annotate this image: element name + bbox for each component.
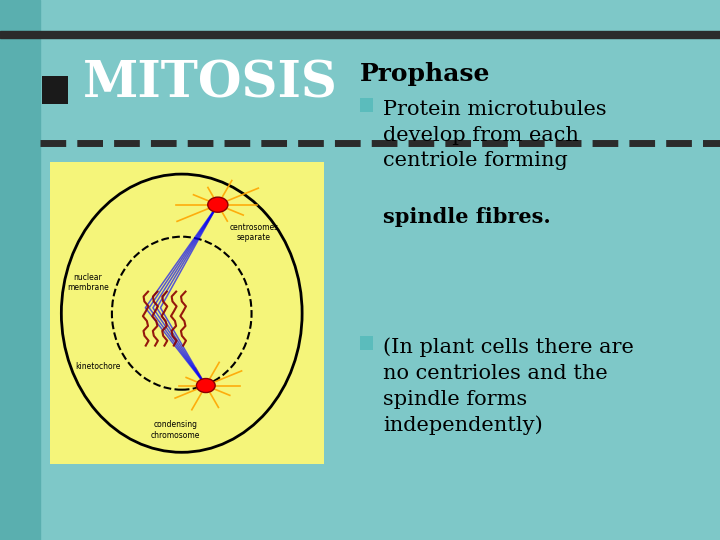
- Text: kinetochore: kinetochore: [75, 362, 120, 370]
- Text: Prophase: Prophase: [360, 62, 490, 86]
- Text: MITOSIS: MITOSIS: [83, 59, 338, 108]
- Bar: [42, 76, 68, 104]
- Bar: [0, 0, 40, 540]
- Text: nuclear
membrane: nuclear membrane: [67, 273, 109, 292]
- Bar: [360, 336, 373, 350]
- Text: condensing
chromosome: condensing chromosome: [151, 420, 200, 440]
- Circle shape: [208, 197, 228, 212]
- Bar: [50, 162, 324, 464]
- Bar: [0, 31, 720, 38]
- Text: Protein microtubules
develop from each
centriole forming: Protein microtubules develop from each c…: [383, 100, 607, 196]
- Text: centrosomes
separate: centrosomes separate: [230, 223, 279, 242]
- Text: (In plant cells there are
no centrioles and the
spindle forms
independently): (In plant cells there are no centrioles …: [383, 338, 634, 435]
- Circle shape: [197, 379, 215, 393]
- Text: spindle fibres.: spindle fibres.: [383, 207, 551, 227]
- Bar: [360, 98, 373, 112]
